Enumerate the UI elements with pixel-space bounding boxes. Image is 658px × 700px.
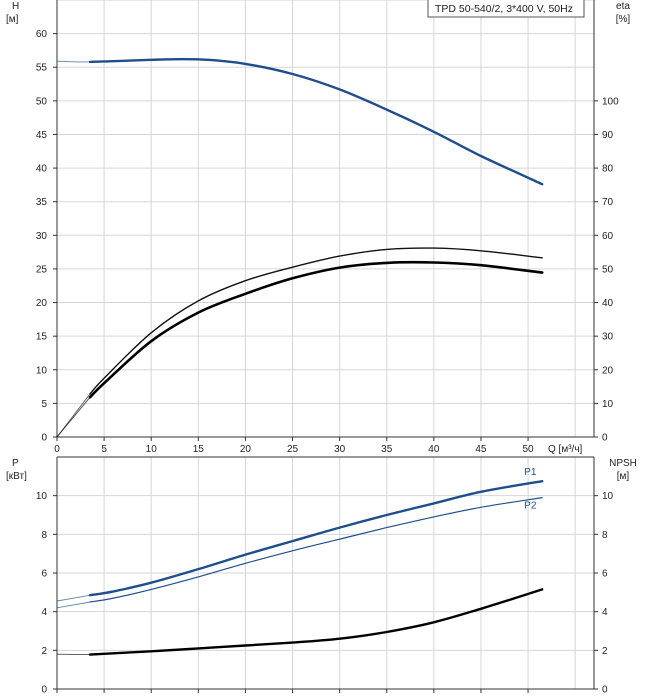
x-tick-label: 50 xyxy=(522,444,534,455)
series-curve-0-2-extrapolated xyxy=(56,397,91,438)
left-axis-title: H xyxy=(12,1,19,12)
right-tick-label: 90 xyxy=(602,130,614,141)
left-tick-label: 5 xyxy=(41,399,47,410)
left-tick-label: 25 xyxy=(36,264,48,275)
right-tick-label: 8 xyxy=(602,530,608,541)
x-axis-label: Q [м³/ч] xyxy=(548,444,583,455)
left-tick-label: 35 xyxy=(36,197,48,208)
x-tick-label: 30 xyxy=(334,444,346,455)
left-tick-label: 10 xyxy=(36,365,48,376)
model-label: TPD 50-540/2, 3*400 V, 50Hz xyxy=(435,3,573,15)
right-axis-title: eta xyxy=(616,1,630,12)
right-tick-label: 4 xyxy=(602,607,608,618)
series-P1-extrapolated xyxy=(56,594,91,602)
text-layer: 0510152025303540455055600102030405060708… xyxy=(6,1,637,696)
right-tick-label: 0 xyxy=(602,433,608,444)
right-tick-label: 0 xyxy=(602,685,608,696)
right-tick-label: 40 xyxy=(602,298,614,309)
model-label-box: TPD 50-540/2, 3*400 V, 50Hz xyxy=(427,0,585,18)
x-tick-label: 40 xyxy=(428,444,440,455)
right-tick-label: 60 xyxy=(602,231,614,242)
series-layer xyxy=(56,57,544,656)
right-tick-label: 20 xyxy=(602,365,614,376)
series-P1 xyxy=(88,480,544,597)
left-tick-label: 6 xyxy=(41,569,47,580)
x-tick-label: 35 xyxy=(381,444,393,455)
right-tick-label: 2 xyxy=(602,646,608,657)
right-tick-label: 30 xyxy=(602,332,614,343)
left-tick-label: 20 xyxy=(36,298,48,309)
left-tick-label: 10 xyxy=(36,491,48,502)
left-axis-title: P xyxy=(12,458,19,469)
right-axis-unit: [%] xyxy=(616,14,631,25)
series-label-P2: P2 xyxy=(524,501,537,512)
left-tick-label: 0 xyxy=(41,685,47,696)
left-tick-label: 50 xyxy=(36,96,48,107)
left-axis-unit: [кВт] xyxy=(6,471,27,482)
right-tick-label: 80 xyxy=(602,164,614,175)
right-tick-label: 70 xyxy=(602,197,614,208)
series-curve-0-2 xyxy=(88,260,544,399)
left-tick-label: 60 xyxy=(36,29,48,40)
series-curve-1-2 xyxy=(88,588,544,656)
left-tick-label: 4 xyxy=(41,607,47,618)
left-tick-label: 55 xyxy=(36,63,48,74)
right-tick-label: 10 xyxy=(602,399,614,410)
right-axis-unit: [м] xyxy=(617,471,630,482)
left-tick-label: 0 xyxy=(41,433,47,444)
left-tick-label: 8 xyxy=(41,530,47,541)
grid-layer xyxy=(57,0,594,689)
left-tick-label: 2 xyxy=(41,646,47,657)
x-tick-label: 5 xyxy=(101,444,107,455)
series-curve-0-1 xyxy=(89,247,543,395)
right-tick-label: 50 xyxy=(602,264,614,275)
right-tick-label: 100 xyxy=(602,96,619,107)
left-tick-label: 30 xyxy=(36,231,48,242)
x-tick-label: 20 xyxy=(240,444,252,455)
series-curve-0-0 xyxy=(88,57,544,186)
left-tick-label: 40 xyxy=(36,164,48,175)
x-tick-label: 25 xyxy=(287,444,299,455)
series-curve-0-0-extrapolated xyxy=(56,60,91,63)
left-axis-unit: [м] xyxy=(6,14,19,25)
series-label-P1: P1 xyxy=(524,467,537,478)
right-tick-label: 6 xyxy=(602,569,608,580)
x-tick-label: 45 xyxy=(475,444,487,455)
x-tick-label: 0 xyxy=(54,444,60,455)
series-P2-extrapolated xyxy=(56,601,91,609)
x-tick-label: 10 xyxy=(146,444,158,455)
x-tick-label: 15 xyxy=(193,444,205,455)
right-axis-title: NPSH xyxy=(609,458,637,469)
left-tick-label: 15 xyxy=(36,332,48,343)
right-tick-label: 10 xyxy=(602,491,614,502)
axes-layer xyxy=(53,0,598,693)
series-P2 xyxy=(89,497,543,603)
left-tick-label: 45 xyxy=(36,130,48,141)
